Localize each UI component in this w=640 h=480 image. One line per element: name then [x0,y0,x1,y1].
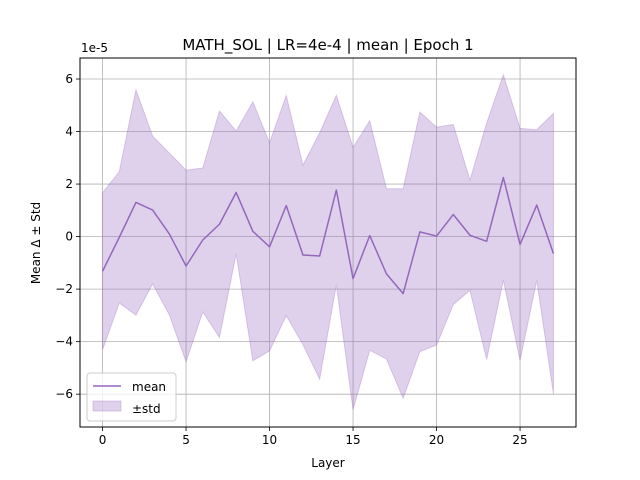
legend-box [86,372,177,422]
x-tick-label: 15 [345,433,360,447]
x-tick-label: 25 [512,433,527,447]
y-tick-label: −4 [55,335,73,349]
y-tick-label: 6 [65,72,73,86]
mean-line [101,176,555,295]
legend-std-label: ±std [132,402,161,416]
legend-std-swatch [92,400,122,412]
y-axis-label: Mean Δ ± Std [29,202,43,284]
std-band-layer [102,73,554,410]
y-tick-label: 0 [65,230,73,244]
y-tick-label: 4 [65,125,73,139]
std-band [102,73,554,410]
x-tick-label: 20 [429,433,444,447]
x-tick-label: 5 [182,433,190,447]
chart-title: MATH_SOL | LR=4e-4 | mean | Epoch 1 [182,36,473,55]
x-ticks: 0 5 10 15 20 25 [99,427,528,447]
y-tick-label: −6 [55,387,73,401]
plot-frame [79,57,577,428]
y-tick-label: −2 [55,282,73,296]
legend: mean ±std [86,372,177,422]
x-tick-label: 0 [99,433,107,447]
y-tick-label: 2 [65,177,73,191]
y-offset-text: 1e-5 [81,41,108,55]
mean-line-layer [101,176,555,295]
legend-mean-label: mean [132,380,166,394]
y-ticks: −6 −4 −2 0 2 4 6 [55,72,80,401]
x-tick-label: 10 [262,433,277,447]
x-axis-label: Layer [311,456,345,470]
